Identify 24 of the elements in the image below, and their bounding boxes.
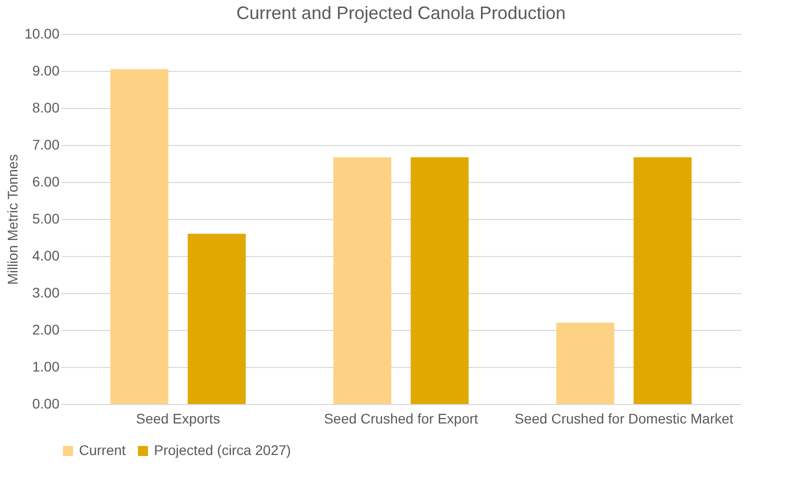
y-tick-label: 10.00	[24, 26, 60, 42]
y-tick-label: 3.00	[32, 284, 60, 300]
legend-label: Projected (circa 2027)	[154, 442, 291, 458]
y-tick-label: 0.00	[32, 396, 60, 412]
y-tick-label: 6.00	[32, 174, 60, 190]
y-axis-title: Million Metric Tonnes	[4, 154, 20, 285]
bar	[333, 157, 392, 404]
bar	[188, 234, 246, 404]
y-tick-label: 4.00	[32, 248, 60, 264]
y-tick-label: 1.00	[32, 358, 60, 374]
x-tick-label: Seed Crushed for Domestic Market	[514, 410, 734, 426]
x-tick-label: Seed Exports	[136, 410, 220, 426]
y-tick-label: 8.00	[32, 100, 60, 116]
y-tick-label: 7.00	[32, 136, 60, 152]
y-tick-label: 5.00	[32, 210, 60, 226]
legend-label: Current	[79, 442, 126, 458]
bar	[556, 322, 614, 404]
bar	[410, 157, 469, 404]
bar	[634, 157, 692, 404]
chart-title: Current and Projected Canola Production	[236, 3, 566, 23]
bar	[110, 69, 168, 404]
x-tick-label: Seed Crushed for Export	[324, 410, 478, 426]
y-tick-label: 9.00	[32, 62, 60, 78]
y-tick-label: 2.00	[32, 322, 60, 338]
